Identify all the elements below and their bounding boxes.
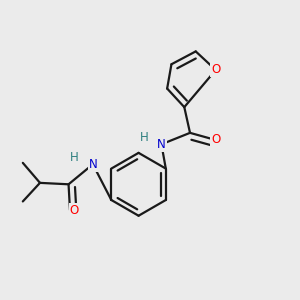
- Text: N: N: [88, 158, 97, 171]
- Text: O: O: [211, 134, 220, 146]
- Text: N: N: [157, 138, 166, 151]
- Text: O: O: [211, 64, 220, 76]
- Text: H: H: [70, 151, 79, 164]
- Text: O: O: [70, 203, 79, 217]
- Text: H: H: [140, 130, 149, 144]
